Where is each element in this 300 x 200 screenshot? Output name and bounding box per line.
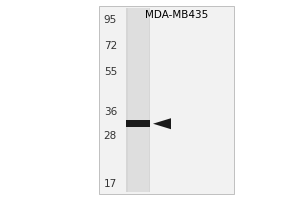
Text: 72: 72 [104,41,117,51]
Text: 17: 17 [104,179,117,189]
Text: 55: 55 [104,67,117,77]
FancyBboxPatch shape [99,6,234,194]
Text: 36: 36 [104,107,117,117]
Polygon shape [153,118,171,129]
FancyBboxPatch shape [126,120,150,127]
Text: 95: 95 [104,15,117,25]
Text: 28: 28 [104,131,117,141]
Text: MDA-MB435: MDA-MB435 [146,10,208,20]
FancyBboxPatch shape [128,8,148,192]
FancyBboxPatch shape [126,8,150,192]
